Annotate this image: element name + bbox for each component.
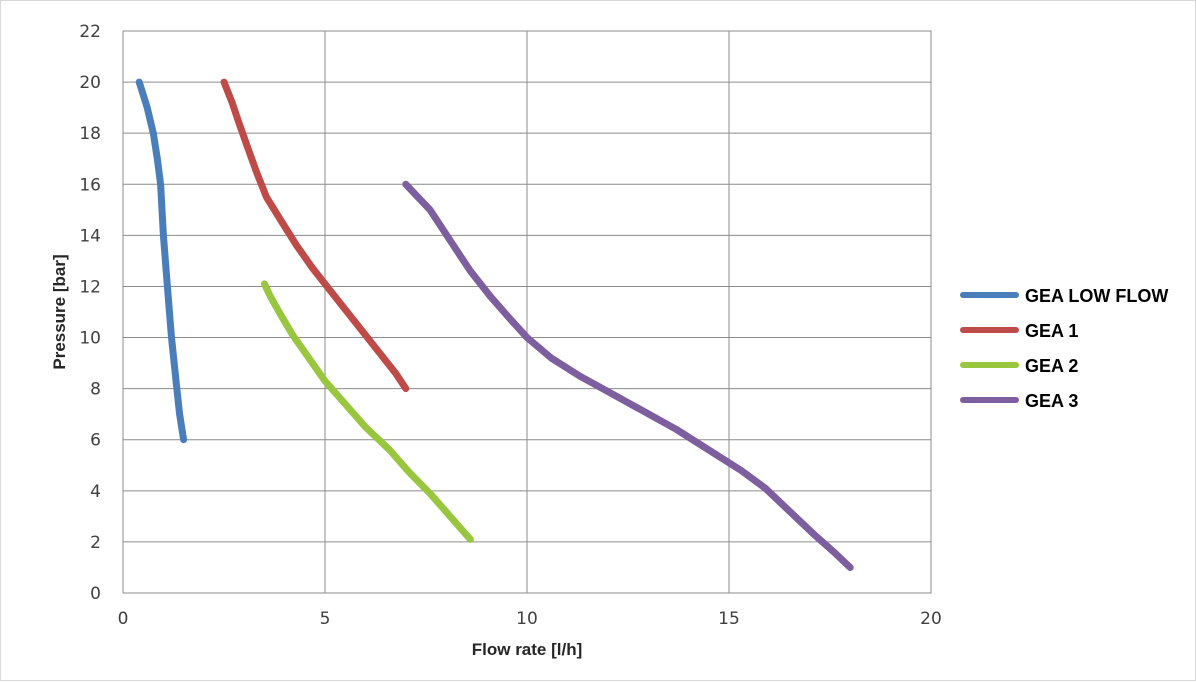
x-tick-label: 20: [920, 609, 942, 629]
x-tick-label: 0: [118, 609, 129, 629]
y-tick-label: 6: [90, 431, 101, 451]
legend-label: GEA 1: [1025, 321, 1078, 341]
gridlines: [122, 30, 932, 594]
y-tick-label: 0: [90, 584, 101, 604]
series-line-2: [220, 78, 410, 393]
series-line-4: [402, 180, 854, 571]
legend-label: GEA LOW FLOW: [1025, 286, 1168, 306]
x-tick-label: 15: [718, 609, 740, 629]
x-tick-label: 10: [516, 609, 538, 629]
legend-label: GEA 3: [1025, 391, 1078, 411]
legend: GEA LOW FLOW GEA 1 GEA 2 GEA 3: [960, 286, 1168, 411]
x-axis-title: Flow rate [l/h]: [472, 640, 583, 659]
y-tick-label: 18: [79, 124, 101, 144]
y-tick-label: 4: [90, 482, 101, 502]
y-tick-label: 10: [79, 329, 101, 349]
legend-label: GEA 2: [1025, 356, 1078, 376]
series-line-1: [135, 78, 188, 444]
y-tick-label: 8: [90, 380, 101, 400]
y-tick-label: 12: [79, 277, 101, 297]
y-tick-label: 16: [79, 175, 101, 195]
tick-labels: 0 2 4 6 8 10 12 14 16 18 20 22 0 5 10 15 20: [79, 22, 941, 629]
y-tick-label: 20: [79, 73, 101, 93]
series-line-3: [260, 280, 474, 543]
y-tick-label: 2: [90, 533, 101, 553]
y-tick-label: 14: [79, 226, 101, 246]
x-tick-label: 5: [320, 609, 331, 629]
plot-area-border: [122, 30, 932, 594]
y-tick-label: 22: [79, 22, 101, 42]
y-axis-title: Pressure [bar]: [50, 254, 69, 369]
series-lines: [135, 78, 854, 571]
